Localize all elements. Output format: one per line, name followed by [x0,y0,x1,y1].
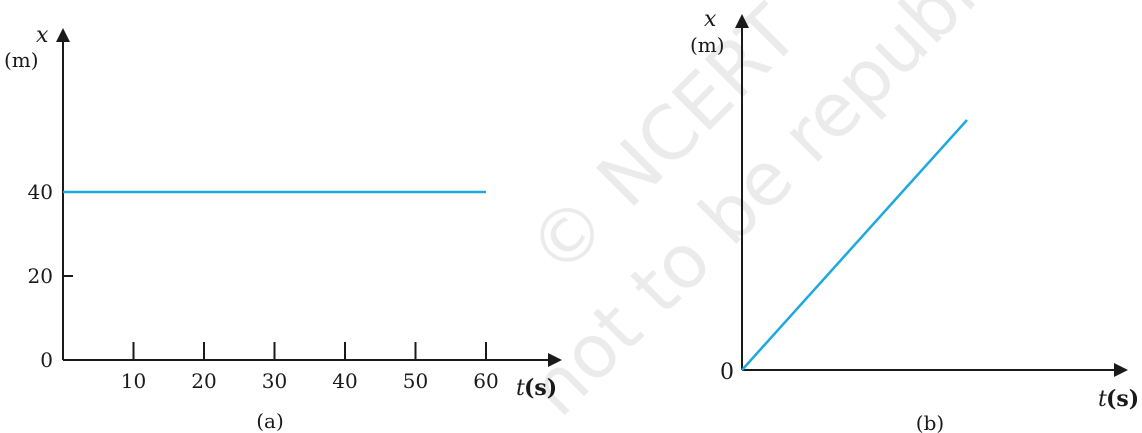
chart-a: x (m) 10 20 30 40 50 60 0 20 40 t (s) (a) [4,23,562,433]
chart-b-xlabel-unit: (s) [1106,386,1139,412]
chart-a-ylabel-unit: (m) [4,48,39,72]
chart-b-xlabel-var: t [1098,387,1107,412]
chart-b-series-line-0 [741,119,968,371]
chart-a-xlabel-unit: (s) [524,375,557,401]
chart-a-ytick-label-2: 40 [28,180,53,204]
chart-a-caption: (a) [256,409,284,433]
chart-b-y-arrow [735,14,749,28]
chart-a-xlabel-var: t [516,376,525,401]
chart-b: x (m) 0 t (s) (b) [690,7,1139,433]
chart-b-origin-label: 0 [720,360,734,385]
chart-a-xtick-label-0: 10 [121,369,146,393]
chart-b-ylabel-unit: (m) [690,33,725,57]
chart-b-ylabel-var: x [704,7,717,32]
chart-a-ytick-label-1: 20 [28,264,53,288]
chart-a-ytick-label-0: 0 [40,348,53,372]
watermark: © NCERT not to be republished [512,0,1133,433]
chart-a-xtick-label-3: 40 [332,369,357,393]
chart-b-caption: (b) [916,411,944,433]
chart-b-x-arrow [1114,363,1128,377]
chart-a-x-arrow [548,353,562,367]
chart-a-xtick-label-5: 60 [473,369,498,393]
chart-a-xtick-label-4: 50 [403,369,428,393]
chart-a-ylabel-var: x [36,23,49,48]
chart-a-xtick-label-2: 30 [262,369,287,393]
chart-a-xtick-label-1: 20 [191,369,216,393]
chart-a-y-arrow [56,28,70,42]
